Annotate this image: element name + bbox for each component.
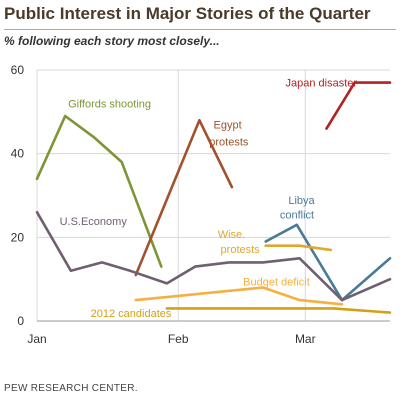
series-label: protests (221, 244, 261, 256)
chart-subtitle: % following each story most closely... (4, 34, 220, 48)
series-label: U.S.Economy (60, 216, 128, 228)
series-label: Wise. (218, 229, 246, 241)
title-divider (4, 29, 396, 30)
y-tick-label: 40 (11, 147, 25, 161)
series-line-budget-deficit (134, 286, 344, 306)
x-tick-label: Feb (168, 332, 189, 346)
line-chart: 0 20 40 60 Jan Feb Mar Giffords shooting Egypt pr… (11, 63, 392, 346)
series-label: conflict (280, 210, 314, 222)
series-line-japan-disaster (325, 81, 392, 130)
series-label: protests (209, 136, 249, 148)
series-label: Japan disaster (286, 78, 358, 90)
series-label: Budget deficit (243, 276, 310, 288)
source-note: PEW RESEARCH CENTER. (4, 383, 138, 394)
x-tick-label: Jan (27, 332, 46, 346)
series-label: Egypt (214, 120, 242, 132)
y-tick-label: 20 (11, 230, 25, 244)
series-label: 2012 candidates (91, 308, 172, 320)
page-title: Public Interest in Major Stories of the … (4, 4, 371, 23)
series-line-egypt-protests (134, 118, 234, 277)
series-label: Libya (288, 195, 315, 207)
series-label: Giffords shooting (68, 99, 151, 111)
x-tick-label: Mar (295, 332, 316, 346)
series-line-libya-conflict (264, 223, 392, 302)
series-line-wise-protests (264, 244, 333, 252)
y-tick-label: 60 (11, 63, 25, 77)
series-line-2012-candidates (165, 307, 392, 314)
series-line-giffords-shooting (35, 114, 163, 268)
series-line-u-s-economy (35, 210, 392, 302)
y-tick-label: 0 (17, 314, 24, 328)
